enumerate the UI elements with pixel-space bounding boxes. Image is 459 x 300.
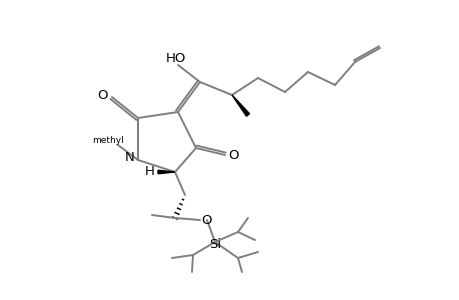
Text: O: O bbox=[98, 88, 108, 101]
Text: Si: Si bbox=[208, 238, 221, 250]
Text: H: H bbox=[145, 164, 155, 178]
Polygon shape bbox=[231, 95, 249, 116]
Text: HO: HO bbox=[165, 52, 186, 64]
Text: methyl: methyl bbox=[92, 136, 123, 145]
Text: O: O bbox=[202, 214, 212, 227]
Text: N: N bbox=[125, 151, 134, 164]
Polygon shape bbox=[157, 170, 174, 174]
Text: O: O bbox=[228, 148, 239, 161]
